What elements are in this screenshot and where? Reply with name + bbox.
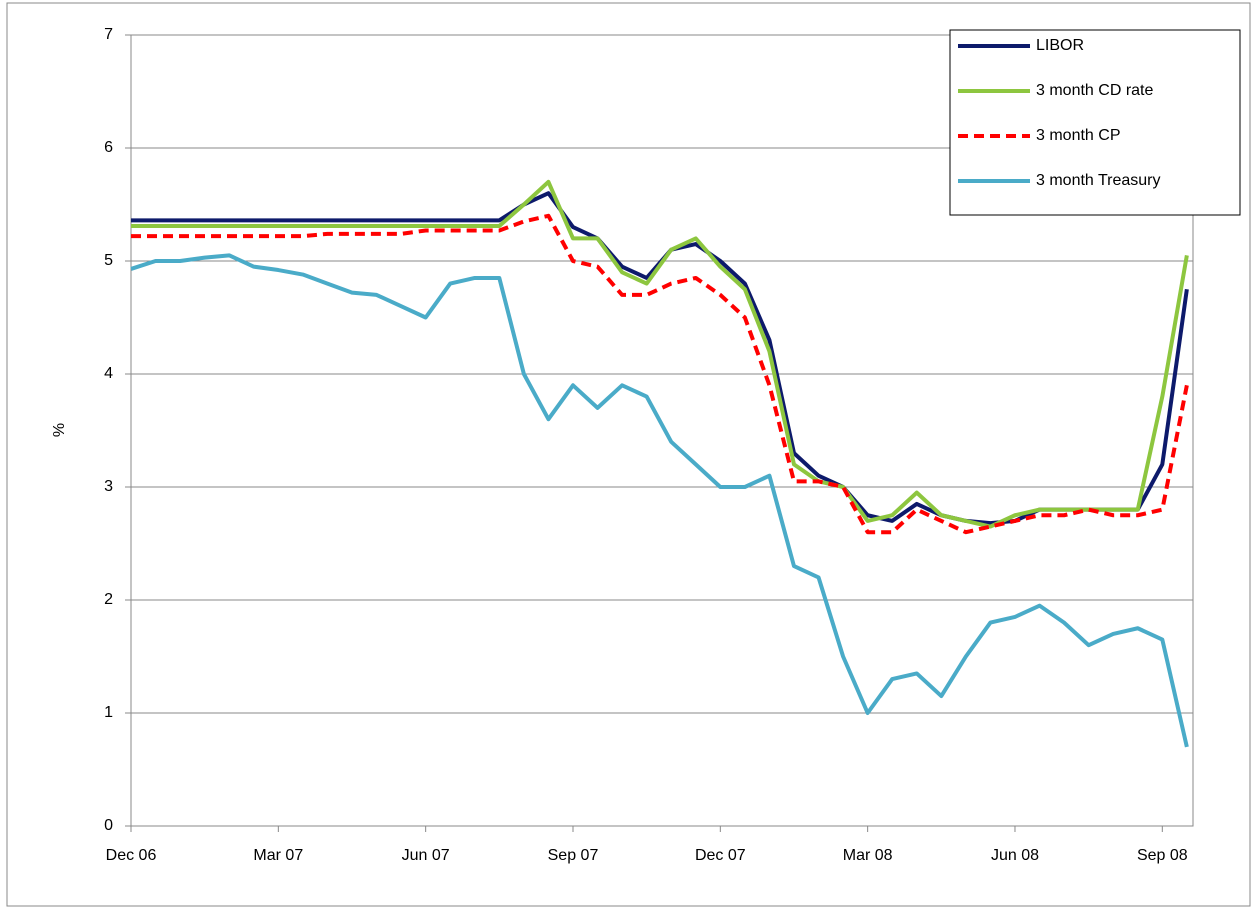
legend-box xyxy=(949,29,1241,216)
plot-frame xyxy=(130,34,1194,827)
legend-label: LIBOR xyxy=(1036,37,1084,54)
x-tick-label: Dec 07 xyxy=(695,847,746,864)
series-line xyxy=(131,191,1189,526)
legend-label: 3 month CP xyxy=(1036,127,1120,144)
y-axis-label: % xyxy=(51,423,68,437)
y-tick-label: 2 xyxy=(104,591,113,608)
x-tick-label: Dec 06 xyxy=(106,847,157,864)
series-line xyxy=(131,179,1189,529)
x-tick-label: Jun 07 xyxy=(402,847,450,864)
y-tick-label: 5 xyxy=(104,252,113,269)
y-tick-label: 1 xyxy=(104,704,113,721)
x-tick-label: Mar 08 xyxy=(843,847,893,864)
y-tick-label: 4 xyxy=(104,365,113,382)
legend-label: 3 month Treasury xyxy=(1036,172,1161,189)
y-tick-label: 7 xyxy=(104,26,113,43)
series-line xyxy=(131,213,1189,535)
x-tick-label: Sep 08 xyxy=(1137,847,1188,864)
chart-frame xyxy=(6,2,1251,907)
y-tick-label: 3 xyxy=(104,478,113,495)
y-tick-label: 6 xyxy=(104,139,113,156)
legend-label: 3 month CD rate xyxy=(1036,82,1153,99)
series-line xyxy=(130,253,1189,748)
x-tick-label: Mar 07 xyxy=(253,847,303,864)
y-tick-label: 0 xyxy=(104,817,113,834)
x-tick-label: Sep 07 xyxy=(548,847,599,864)
x-tick-label: Jun 08 xyxy=(991,847,1039,864)
